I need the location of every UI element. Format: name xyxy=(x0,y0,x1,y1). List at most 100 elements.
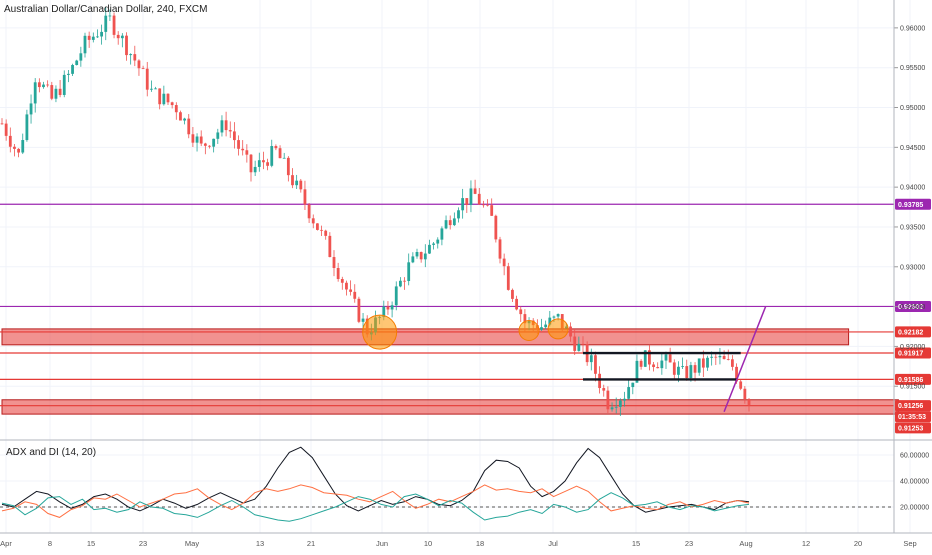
candle-body xyxy=(473,188,477,194)
candle-body xyxy=(598,373,601,389)
candle-body xyxy=(17,148,20,153)
candle-body xyxy=(191,134,195,143)
candle-body xyxy=(46,84,50,86)
zone-rect xyxy=(1,399,899,415)
candle-body xyxy=(511,289,514,299)
time-tick-label: Jul xyxy=(548,539,558,548)
candle-body xyxy=(677,366,680,375)
candle-body xyxy=(594,355,597,374)
level-price-label-bg xyxy=(895,300,931,312)
candle-body xyxy=(556,314,560,317)
candle-body xyxy=(340,279,344,283)
candle-body xyxy=(332,257,336,269)
candle-body xyxy=(108,15,112,17)
candle-body xyxy=(137,60,141,69)
candle-body xyxy=(150,88,153,90)
candle-body xyxy=(174,105,178,113)
candle-body xyxy=(257,160,261,167)
candle-body xyxy=(241,148,245,151)
level-price-label: 0.92502 xyxy=(898,304,923,311)
price-tick-label: 0.93500 xyxy=(900,224,925,231)
candle-body xyxy=(4,123,8,136)
price-tick-label: 0.94000 xyxy=(900,185,925,192)
candle-body xyxy=(224,120,228,131)
level-price-label: 0.91256 xyxy=(898,403,923,410)
candle-body xyxy=(195,136,199,143)
candle-body xyxy=(544,324,548,328)
candle-body xyxy=(37,82,41,88)
candle-body xyxy=(656,367,660,369)
candle-body xyxy=(569,326,572,337)
level-price-label: 0.91586 xyxy=(898,377,923,384)
candle-body xyxy=(71,65,74,74)
time-tick-label: 23 xyxy=(685,539,693,548)
price-tick-label: 0.95500 xyxy=(900,65,925,72)
highlight-marker xyxy=(547,318,569,340)
time-tick-label: Jun xyxy=(376,539,388,548)
markers xyxy=(362,314,569,350)
candle-body xyxy=(448,220,452,226)
candle-body xyxy=(278,148,282,159)
candle-body xyxy=(465,198,469,205)
candle-body xyxy=(25,114,29,141)
price-tick-label: 0.92000 xyxy=(900,344,925,351)
candle-body xyxy=(216,132,220,139)
candle-body xyxy=(689,365,693,378)
candle-body xyxy=(357,298,361,322)
candle-body xyxy=(685,366,689,378)
grid xyxy=(0,0,911,533)
candle-body xyxy=(452,218,456,226)
projection-line xyxy=(723,306,767,412)
candle-body xyxy=(62,74,66,95)
candle-body xyxy=(643,350,647,367)
candle-body xyxy=(523,314,527,324)
candle-body xyxy=(486,204,489,206)
candle-body xyxy=(42,84,45,88)
candle-body xyxy=(506,266,510,290)
indicator-tick-label: 60.00000 xyxy=(900,453,929,460)
candle-body xyxy=(116,34,120,39)
candle-body xyxy=(407,262,411,282)
candle-body xyxy=(282,157,286,159)
candle-body xyxy=(50,85,54,99)
candle-body xyxy=(220,120,224,133)
candle-body xyxy=(731,359,734,367)
candle-body xyxy=(627,387,631,399)
candle-body xyxy=(618,400,622,407)
candle-body xyxy=(457,210,460,219)
candle-body xyxy=(203,143,207,146)
candle-body xyxy=(245,150,249,155)
time-tick-label: 20 xyxy=(854,539,862,548)
candle-body xyxy=(419,252,423,260)
candle-body xyxy=(577,343,581,351)
candle-body xyxy=(589,355,593,363)
candle-body xyxy=(440,228,444,240)
candle-body xyxy=(382,306,386,318)
candle-body xyxy=(228,130,232,132)
candle-body xyxy=(415,252,419,257)
candle-body xyxy=(13,146,16,149)
candle-body xyxy=(120,35,124,39)
level-price-label: 0.93785 xyxy=(898,202,923,209)
candle-body xyxy=(158,88,162,105)
level-price-label: 0.91253 xyxy=(898,425,923,432)
candle-body xyxy=(233,131,236,141)
candle-body xyxy=(96,36,99,38)
candle-body xyxy=(573,336,577,351)
candle-body xyxy=(540,327,543,330)
candle-body xyxy=(291,175,294,186)
candle-body xyxy=(208,145,211,147)
level-price-label-bg xyxy=(895,400,931,412)
candle-body xyxy=(515,298,518,310)
candle-body xyxy=(714,356,718,358)
candle-body xyxy=(602,388,606,391)
candle-body xyxy=(361,318,365,322)
time-tick-label: Sep xyxy=(903,539,916,548)
candle-body xyxy=(179,112,182,121)
price-tick-label: 0.95000 xyxy=(900,105,925,112)
candle-body xyxy=(610,407,614,410)
candle-body xyxy=(718,355,722,358)
candle-body xyxy=(133,54,137,61)
candle-body xyxy=(394,286,398,306)
